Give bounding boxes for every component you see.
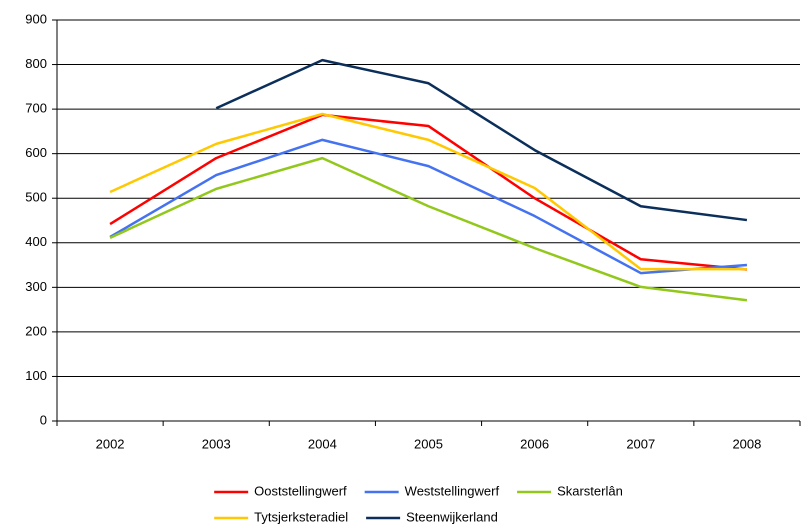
y-tick-label: 800 bbox=[25, 56, 47, 71]
y-tick-label: 700 bbox=[25, 101, 47, 116]
y-tick-label: 900 bbox=[25, 11, 47, 26]
y-tick-label: 200 bbox=[25, 323, 47, 338]
y-tick-label: 400 bbox=[25, 234, 47, 249]
x-tick-label: 2002 bbox=[96, 436, 125, 451]
series-line bbox=[109, 156, 748, 302]
series-line bbox=[215, 58, 748, 222]
y-tick-label: 600 bbox=[25, 145, 47, 160]
series-line bbox=[109, 138, 748, 275]
x-tick-label: 2003 bbox=[202, 436, 231, 451]
x-tick-label: 2006 bbox=[520, 436, 549, 451]
x-tick-label: 2008 bbox=[732, 436, 761, 451]
y-tick-label: 500 bbox=[25, 190, 47, 205]
y-tick-label: 0 bbox=[40, 412, 47, 427]
legend-label: Steenwijkerland bbox=[406, 509, 498, 524]
series-line bbox=[109, 113, 748, 271]
y-tick-label: 100 bbox=[25, 368, 47, 383]
x-tick-label: 2005 bbox=[414, 436, 443, 451]
y-tick-label: 300 bbox=[25, 279, 47, 294]
legend-label: Tytsjerksteradiel bbox=[254, 509, 348, 524]
legend-label: Skarsterlân bbox=[557, 483, 623, 498]
x-tick-label: 2007 bbox=[626, 436, 655, 451]
x-tick-label: 2004 bbox=[308, 436, 337, 451]
series-line bbox=[109, 112, 747, 271]
legend-label: Ooststellingwerf bbox=[254, 483, 347, 498]
legend-label: Weststellingwerf bbox=[405, 483, 500, 498]
